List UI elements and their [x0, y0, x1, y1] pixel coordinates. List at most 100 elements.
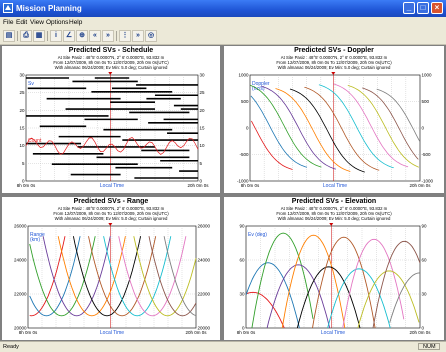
range-curve: [88, 236, 157, 317]
y-tick-label-right: 5: [200, 161, 203, 166]
step-forward-icon[interactable]: »: [102, 30, 114, 42]
chart-title: Predicted SVs - Schedule: [68, 47, 154, 54]
range-curve: [72, 236, 142, 317]
num-lock-indicator: [418, 343, 440, 350]
doppler-curve: [347, 85, 419, 168]
chart-subtitle-site: At Site Pasiz : 48°5' 0.0000"N, 2° 6' 0.…: [57, 206, 165, 211]
elevation-curve: [245, 262, 300, 329]
settings-icon[interactable]: ◎: [145, 30, 157, 42]
y-tick-label-left: 30: [239, 292, 245, 297]
elevation-chart-window[interactable]: Predicted SVs - Elevation At Site Pasiz …: [224, 197, 444, 340]
line-chart-icon[interactable]: ∠: [63, 30, 75, 42]
doppler-curve: [376, 88, 421, 142]
chart-title: Predicted SVs - Doppler: [294, 47, 374, 54]
menu-file[interactable]: File: [3, 19, 14, 26]
y-tick-label-left: 15: [19, 126, 25, 131]
info-icon[interactable]: i: [50, 30, 62, 42]
toolbar-separator: [17, 31, 18, 41]
y-tick-label-left: 20000: [14, 326, 27, 331]
range-curve: [148, 236, 197, 317]
toolbar-separator: [116, 31, 117, 41]
x-tick-label-start: 8h 0m 0s: [241, 183, 260, 188]
x-axis-title: Local Time: [321, 330, 345, 336]
doppler-chart-window[interactable]: Predicted SVs - Doppler At Site Pasiz : …: [224, 46, 444, 193]
menu-edit[interactable]: Edit: [16, 19, 28, 26]
skip-icon[interactable]: »: [132, 30, 144, 42]
close-button[interactable]: ×: [431, 2, 443, 14]
chart-subtitle-site: At Site Pasiz : 48°5' 0.0000"N, 2° 6' 0.…: [57, 55, 165, 60]
x-axis-title: Local Time: [323, 183, 347, 189]
y-tick-label-right: -500: [422, 152, 432, 157]
doppler-curve: [333, 83, 409, 168]
chart-subtitle-almanac: With almanac 06/24/2009; Ev Min: 5.0 deg…: [54, 65, 168, 70]
y-tick-label-left: 20: [19, 108, 25, 113]
y-tick-label-right: 0: [200, 179, 203, 184]
maximize-button[interactable]: □: [417, 2, 429, 14]
menu-options[interactable]: Options: [46, 19, 69, 26]
range-curve: [163, 236, 197, 317]
print-icon[interactable]: ⎙: [20, 30, 32, 42]
x-tick-label-end: 20h 0m 0s: [409, 183, 431, 188]
chart-subtitle-site: At Site Pasiz : 48°5' 0.0000"N, 2° 6' 0.…: [280, 55, 388, 60]
y-tick-label-left: 25: [19, 90, 25, 95]
y-tick-label-right: 500: [422, 99, 430, 104]
y-tick-label-right: 60: [422, 258, 428, 263]
x-axis-title: Local Time: [100, 330, 124, 336]
y-tick-label-left: 60: [239, 258, 245, 263]
app-icon: [3, 3, 13, 13]
x-axis-title: Local Time: [100, 183, 124, 189]
schedule-chart-window[interactable]: Predicted SVs - Schedule At Site Pasiz :…: [2, 46, 220, 193]
x-tick-label-end: 20h 0m 0s: [185, 330, 207, 335]
y-tick-label-left: 500: [241, 99, 249, 104]
y-tick-label-left: 5: [22, 161, 25, 166]
elevation-curve: [342, 238, 405, 329]
chart-subtitle-site: At Site Pasiz : 48°5' 0.0000"N, 2° 6' 0.…: [280, 206, 388, 211]
range-chart-window[interactable]: Predicted SVs - Range At Site Pasiz : 48…: [2, 197, 220, 340]
y-tick-label-left: 0: [22, 179, 25, 184]
window-title: Mission Planning: [16, 4, 82, 13]
y-tick-label-left: -1000: [237, 179, 249, 184]
chart-subtitle-almanac: With almanac 06/24/2009; Ev Min: 5.0 deg…: [277, 65, 391, 70]
elevation-curve: [372, 240, 421, 329]
sky-plot-icon[interactable]: ⋮: [119, 30, 131, 42]
y-tick-label-right: 1000: [422, 73, 433, 78]
y-tick-label-right: 0: [422, 326, 425, 331]
y-tick-label-right: 25: [200, 90, 206, 95]
menu-view[interactable]: View: [30, 19, 44, 26]
toolbar-separator: [47, 31, 48, 41]
y-tick-label-right: 20: [200, 108, 206, 113]
y-tick-label-right: 90: [422, 224, 428, 229]
chart-subtitle-period: From 12/07/2009, 8h 0m 0s To 12/07/2009,…: [276, 60, 392, 65]
y-tick-label-left: 22000: [14, 292, 27, 297]
y-axis-title: (km): [30, 237, 40, 243]
doppler-curve: [251, 120, 293, 170]
chart-subtitle-almanac: With almanac 06/24/2009; Ev Min: 5.0 deg…: [277, 216, 391, 221]
print-preview-icon[interactable]: ▦: [33, 30, 45, 42]
elevation-curve: [357, 270, 420, 329]
y-tick-label-right: 30: [200, 73, 206, 78]
y-tick-label-right: 22000: [198, 292, 211, 297]
doppler-curve: [304, 86, 380, 171]
open-icon[interactable]: ▤: [3, 30, 15, 42]
y-tick-label-left: 0: [242, 326, 245, 331]
crosshair-icon[interactable]: ⊕: [76, 30, 88, 42]
range-curve: [133, 236, 197, 317]
count-label: Count: [28, 138, 42, 144]
menu-help[interactable]: Help: [69, 19, 83, 26]
y-tick-label-right: 10: [200, 143, 206, 148]
elevation-curve: [281, 234, 346, 329]
range-curve: [29, 236, 66, 317]
y-axis-title: Sv: [28, 81, 34, 87]
elevation-curve: [389, 272, 420, 323]
minimize-button[interactable]: _: [403, 2, 415, 14]
doppler-curve: [260, 85, 337, 170]
y-axis-title: Doppler: [252, 81, 270, 87]
doppler-curve: [250, 84, 322, 168]
status-text: Ready: [3, 344, 19, 350]
y-tick-label-right: 30: [422, 292, 428, 297]
step-back-icon[interactable]: «: [89, 30, 101, 42]
chart-subtitle-period: From 12/07/2009, 8h 0m 0s To 12/07/2009,…: [53, 60, 169, 65]
range-plot: 26000 26000 24000 24000 22000 22000 20000 20000…: [14, 223, 211, 336]
elevation-curve: [251, 232, 314, 329]
y-tick-label-left: 0: [246, 126, 249, 131]
